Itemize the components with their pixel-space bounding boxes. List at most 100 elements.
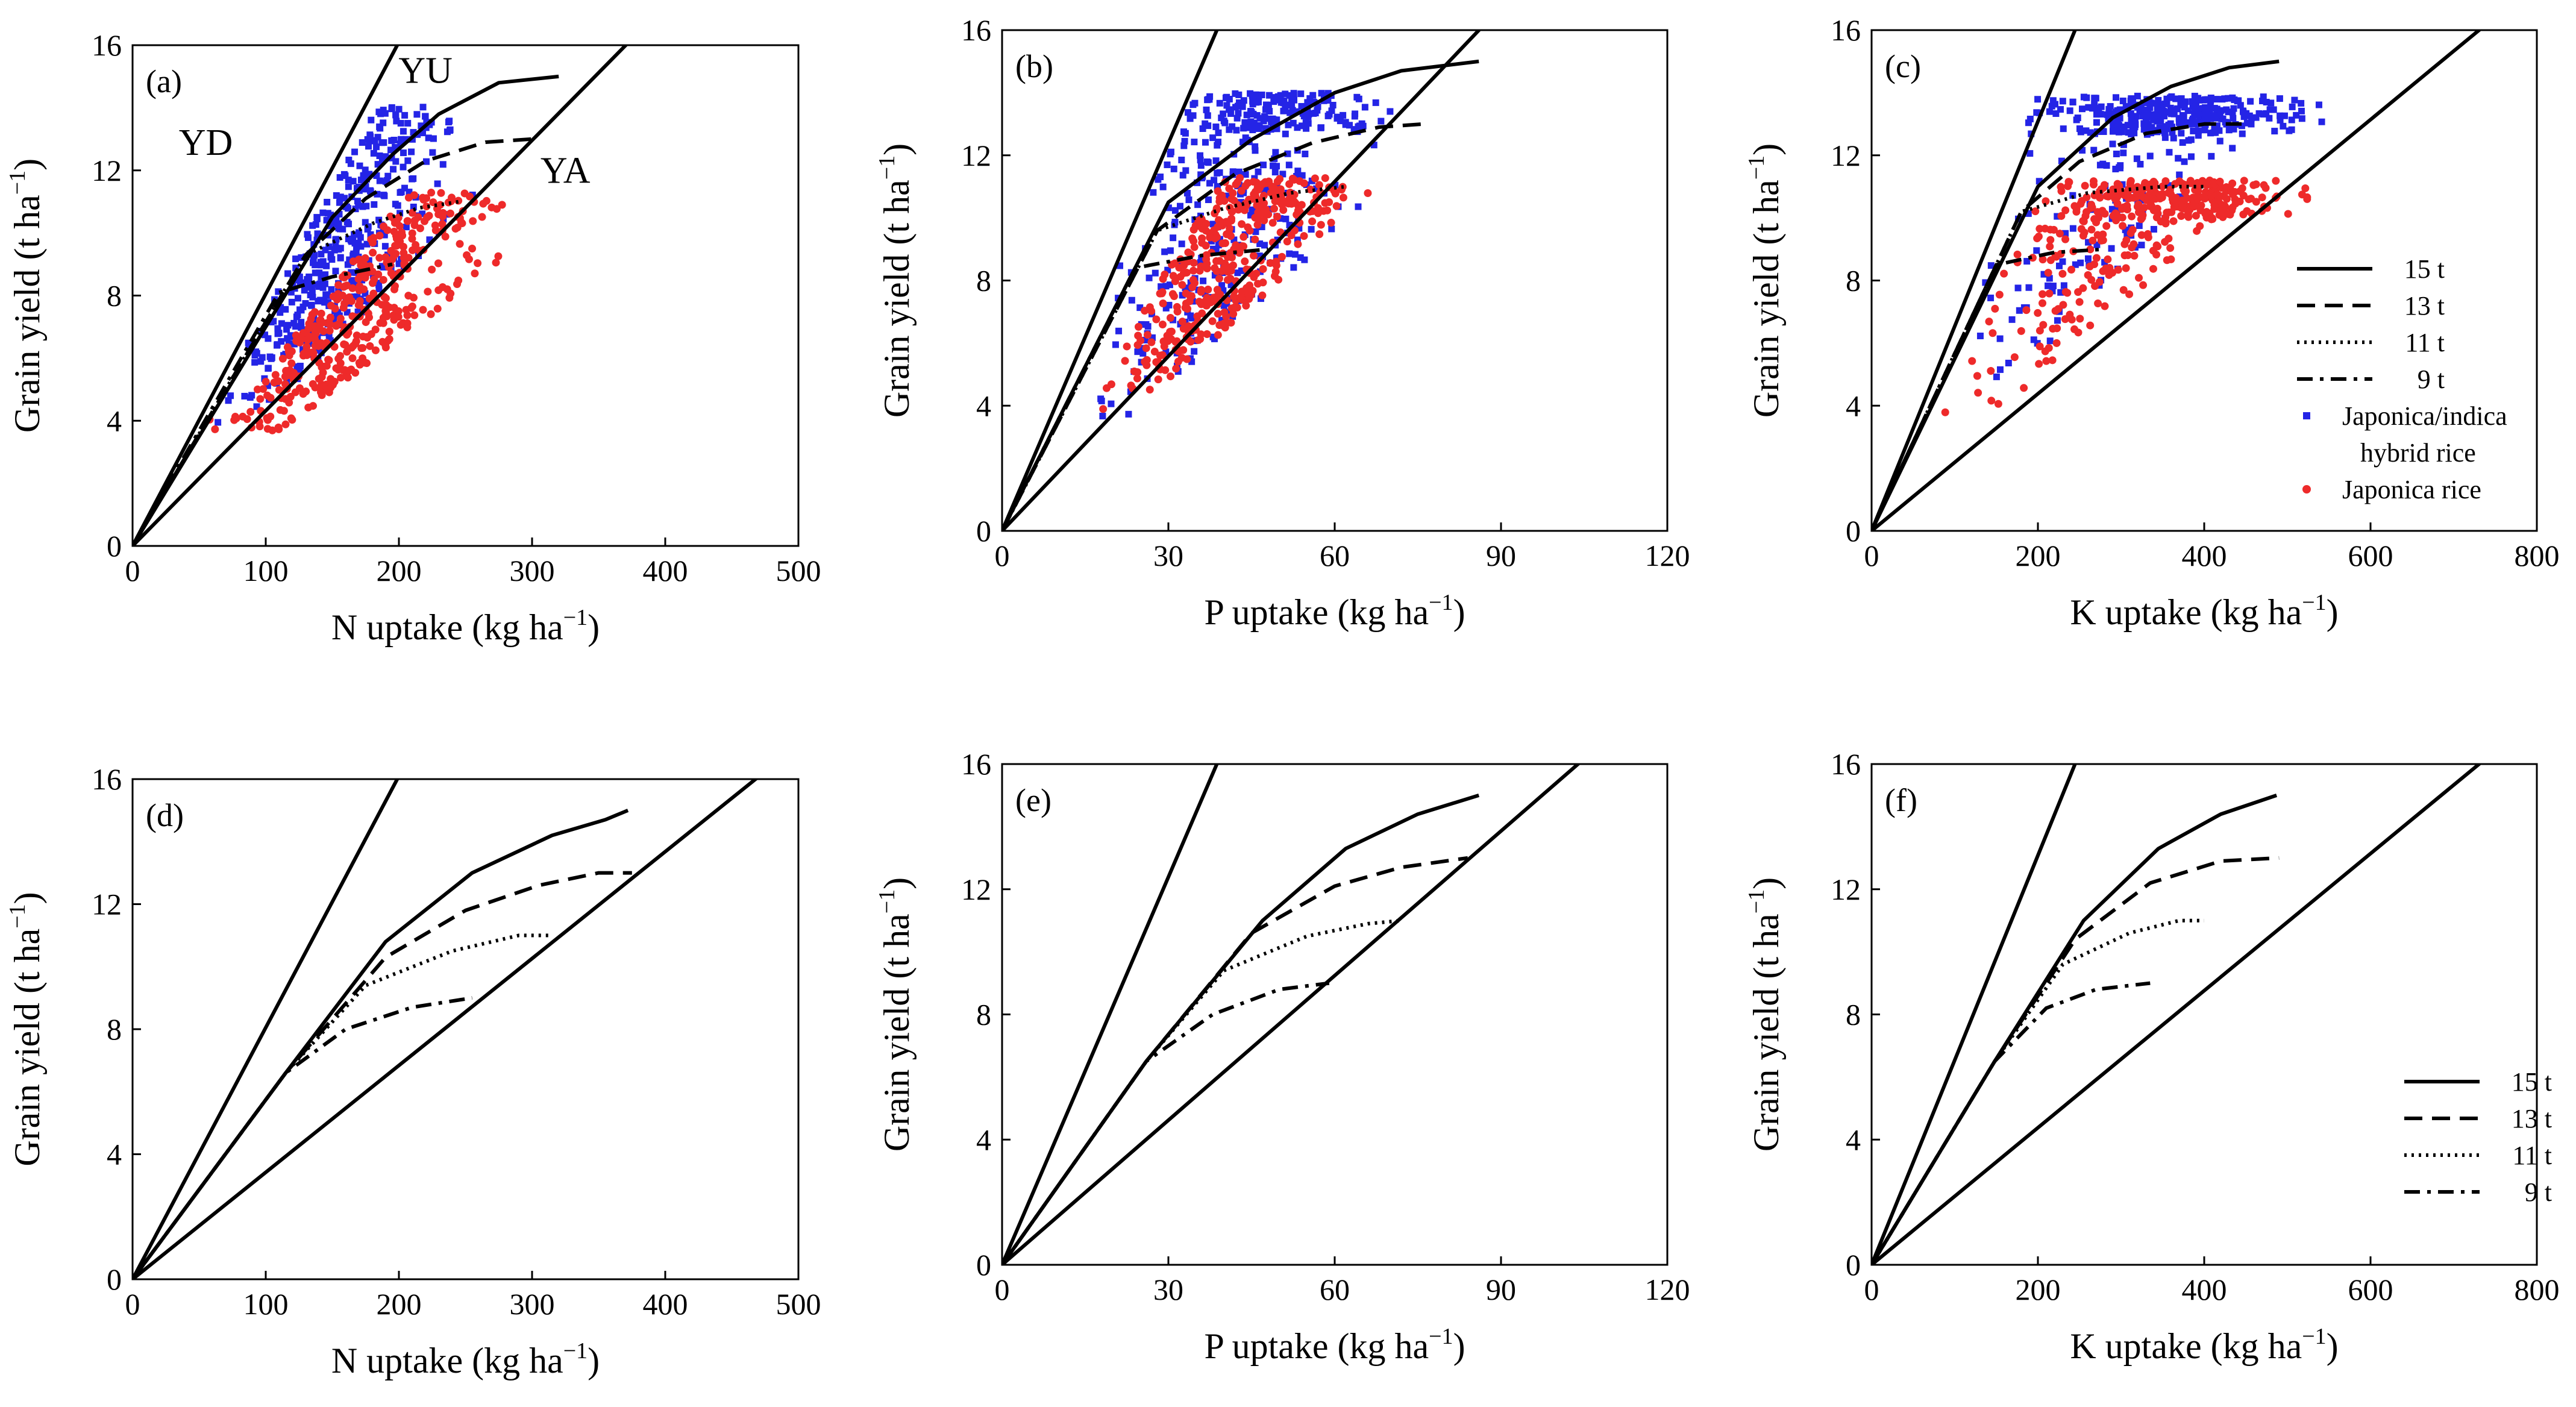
data-point	[1308, 226, 1315, 233]
data-point	[365, 143, 372, 150]
data-point	[1209, 293, 1218, 302]
data-point	[1184, 109, 1191, 116]
data-point	[1294, 124, 1301, 131]
data-point	[410, 191, 418, 199]
data-point	[2263, 110, 2270, 117]
data-point	[1162, 348, 1170, 356]
data-point	[2049, 97, 2057, 104]
data-point	[1198, 254, 1205, 262]
x-axis-title: P uptake (kg ha−1)	[1204, 1324, 1465, 1366]
data-point	[1260, 161, 1267, 169]
x-tick-label: 200	[2016, 1273, 2061, 1306]
data-point	[1144, 323, 1152, 330]
data-point	[2031, 207, 2040, 216]
data-point	[357, 177, 365, 184]
data-point	[2082, 127, 2090, 134]
data-point	[1216, 194, 1224, 202]
x-axis-title: N uptake (kg ha−1)	[331, 1338, 600, 1380]
data-point	[2023, 258, 2031, 265]
data-point	[1227, 110, 1235, 117]
data-point	[2195, 105, 2202, 112]
data-point	[1167, 247, 1174, 254]
data-point	[1329, 102, 1337, 109]
data-point	[1238, 267, 1245, 274]
data-point	[1293, 173, 1300, 180]
data-point	[327, 222, 334, 230]
data-point	[2177, 101, 2184, 108]
y-tick-label: 16	[961, 747, 991, 781]
data-point	[327, 212, 334, 219]
data-point	[1115, 327, 1123, 334]
data-point	[296, 274, 303, 281]
x-axis: 0 100 200 300 400 500	[125, 1271, 821, 1321]
data-point	[2172, 95, 2180, 102]
y-tick-label: 12	[961, 873, 991, 906]
data-point	[341, 282, 349, 290]
data-point	[1181, 137, 1188, 145]
data-point	[1202, 255, 1211, 263]
data-point	[2041, 224, 2049, 233]
boundary-line-ya	[1002, 764, 1581, 1265]
data-point	[1339, 193, 1347, 202]
data-point	[446, 209, 454, 218]
data-point	[384, 172, 392, 180]
data-point	[375, 286, 383, 293]
data-point	[1249, 286, 1257, 295]
data-point	[1226, 126, 1233, 133]
data-point	[1216, 218, 1224, 226]
data-point	[2128, 130, 2135, 137]
data-point	[1290, 119, 1297, 127]
data-point	[1250, 273, 1258, 281]
data-point	[1211, 177, 1218, 184]
data-point	[2119, 286, 2128, 294]
data-point	[2103, 162, 2110, 169]
data-point	[316, 269, 323, 277]
data-point	[1301, 256, 1308, 263]
data-point	[1280, 107, 1287, 114]
data-point	[1189, 259, 1198, 267]
data-point	[2167, 110, 2175, 118]
data-point	[1215, 257, 1224, 265]
x-tick-label: 800	[2515, 1273, 2560, 1306]
data-point	[2129, 98, 2137, 105]
y-tick-label: 0	[107, 529, 122, 563]
data-point	[2271, 128, 2278, 135]
data-point	[334, 290, 342, 298]
data-point	[2201, 127, 2208, 134]
data-point	[1141, 307, 1149, 315]
data-point	[422, 124, 430, 131]
data-point	[287, 332, 294, 339]
data-point	[498, 201, 506, 209]
data-point	[2128, 212, 2136, 221]
data-point	[1123, 342, 1131, 351]
data-point	[1286, 92, 1293, 99]
data-point	[2094, 299, 2102, 308]
data-point	[1236, 174, 1244, 182]
data-point	[2169, 124, 2176, 131]
data-point	[345, 157, 353, 164]
x-tick-label: 60	[1320, 1273, 1350, 1306]
data-point	[1215, 129, 1222, 136]
data-point	[351, 339, 360, 348]
data-point	[2085, 104, 2092, 111]
data-point	[1238, 287, 1246, 296]
data-point	[1198, 309, 1206, 318]
data-point	[1177, 354, 1186, 362]
data-point	[1255, 215, 1263, 224]
data-point	[433, 304, 442, 313]
data-point	[333, 221, 340, 228]
data-point	[2128, 243, 2136, 252]
data-point	[366, 137, 373, 144]
data-point	[1241, 257, 1249, 266]
data-point	[2216, 111, 2223, 119]
data-point	[1203, 106, 1210, 113]
data-point	[2139, 281, 2148, 289]
data-point	[1218, 239, 1227, 248]
data-point	[1097, 395, 1105, 403]
data-point	[319, 327, 328, 336]
plot-area	[133, 779, 759, 1279]
legend-item: 9 t	[2404, 1177, 2552, 1207]
data-point	[2246, 112, 2253, 119]
data-point	[2039, 290, 2047, 298]
data-point	[376, 177, 383, 184]
